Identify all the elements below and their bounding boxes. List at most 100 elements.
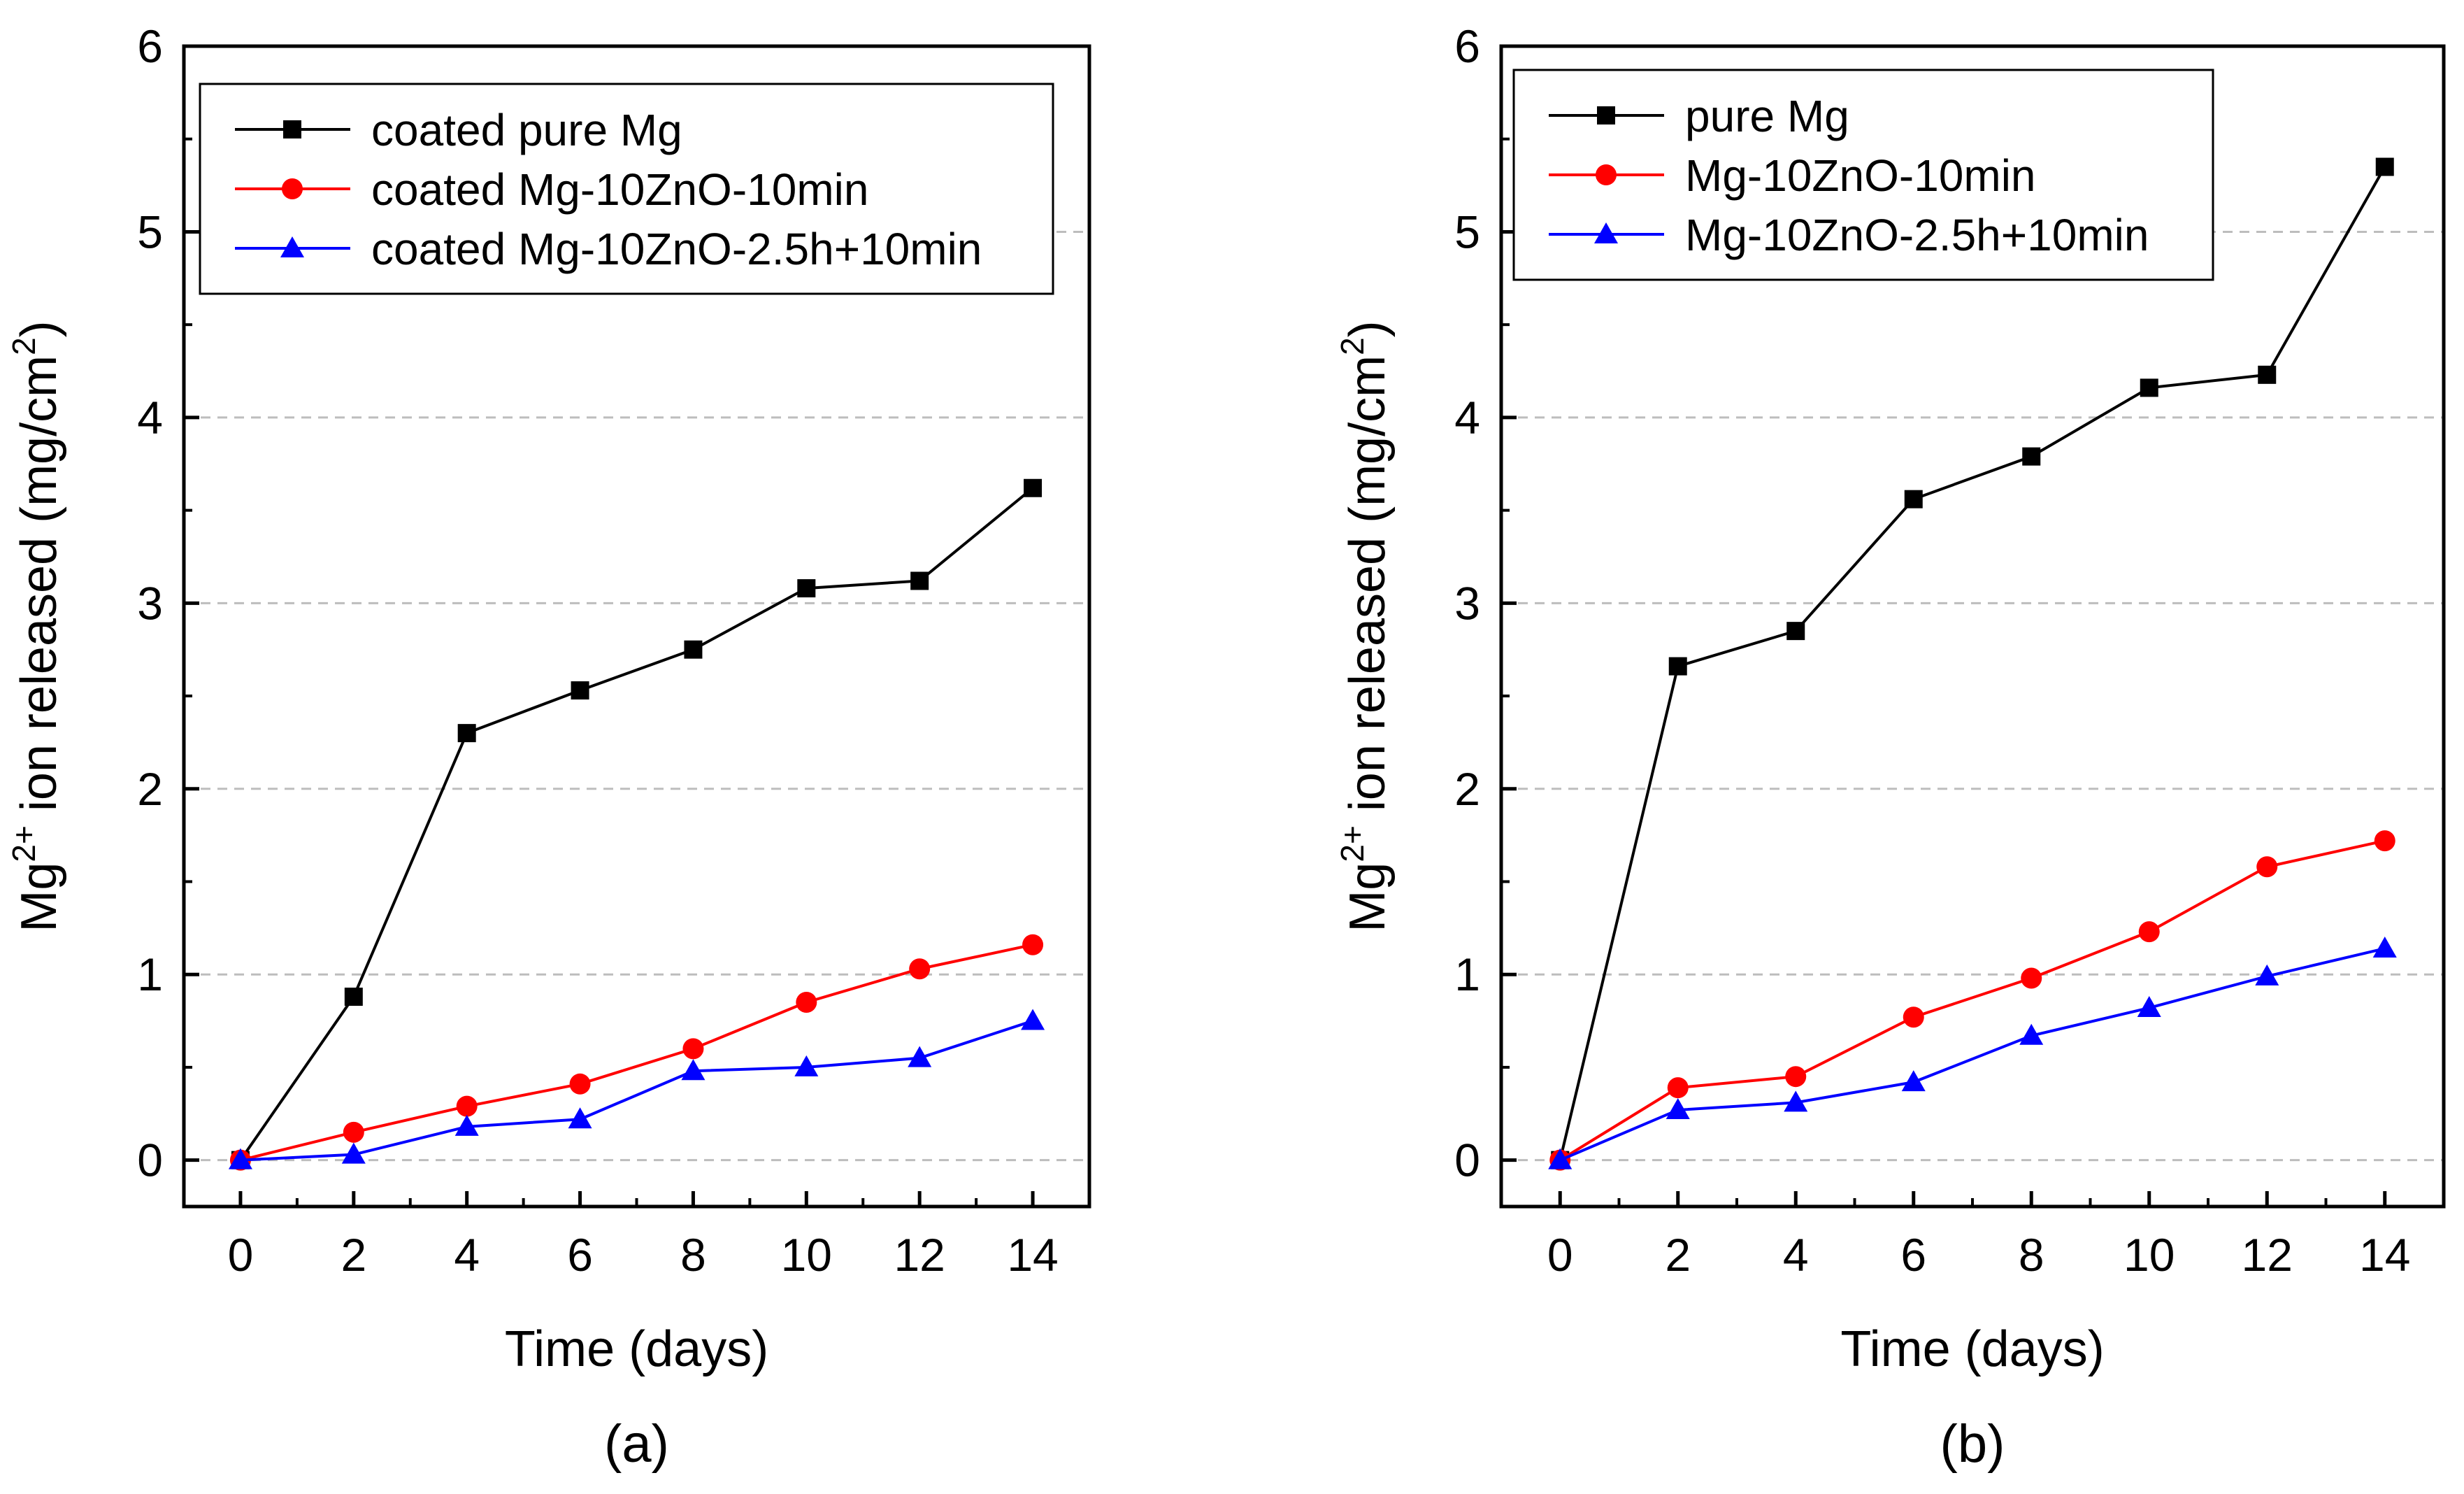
legend-marker xyxy=(283,120,301,138)
data-point xyxy=(1666,1097,1690,1119)
y-label-main: ion released (mg/cm xyxy=(11,355,67,825)
data-point xyxy=(341,1142,366,1164)
data-point xyxy=(457,724,476,743)
x-tick-label: 8 xyxy=(680,1229,706,1281)
y-tick-label: 5 xyxy=(137,206,163,257)
y-label-superscript: 2+ xyxy=(6,825,42,862)
data-point xyxy=(568,1107,592,1129)
data-point xyxy=(1786,622,1805,641)
data-point xyxy=(1668,657,1687,676)
y-tick-label: 2 xyxy=(1454,763,1480,815)
legend: pure Mg Mg-10ZnO-10min Mg-10ZnO-2.5h+10min xyxy=(1512,69,2214,281)
data-point xyxy=(2022,447,2041,466)
series-line xyxy=(240,943,1033,1162)
data-point xyxy=(2375,157,2394,176)
legend-marker xyxy=(280,236,304,257)
data-point xyxy=(228,1148,252,1169)
data-point xyxy=(2256,856,2278,878)
series-triangle xyxy=(228,1009,1045,1169)
data-point xyxy=(2021,967,2042,989)
series-line xyxy=(1559,839,2386,1162)
data-point xyxy=(796,992,817,1013)
data-point xyxy=(2140,378,2158,397)
x-tick-label: 2 xyxy=(341,1229,366,1281)
y-tick-label: 1 xyxy=(1454,948,1480,1000)
series-layer xyxy=(228,478,1045,1171)
y-tick-label: 5 xyxy=(1454,206,1480,257)
data-point xyxy=(1903,1006,1924,1028)
data-point xyxy=(2258,365,2277,384)
y-label-suffix: ) xyxy=(11,320,67,337)
y-label-superscript: 2+ xyxy=(1334,825,1370,862)
data-point xyxy=(794,1055,819,1076)
y-axis-label: Mg2+ ion released (mg/cm2) xyxy=(1334,320,1396,932)
legend: coated pure Mg coated Mg-10ZnO-10min coate… xyxy=(199,83,1054,295)
x-tick-label: 14 xyxy=(1007,1229,1058,1281)
x-tick-label: 0 xyxy=(228,1229,254,1281)
data-point xyxy=(1784,1090,1808,1112)
y-label-main: ion released (mg/cm xyxy=(1340,355,1396,825)
y-tick-label: 0 xyxy=(137,1134,163,1186)
legend-marker xyxy=(1597,106,1615,124)
data-point xyxy=(2255,964,2279,986)
data-point xyxy=(909,958,931,980)
data-point xyxy=(1904,490,1923,508)
data-point xyxy=(1024,478,1043,497)
y-tick-label: 3 xyxy=(1454,577,1480,629)
x-axis-label: Time (days) xyxy=(1840,1321,2104,1377)
legend-label: coated pure Mg xyxy=(371,105,682,155)
y-tick-label: 6 xyxy=(1454,20,1480,72)
y-axis-label: Mg2+ ion released (mg/cm2) xyxy=(6,320,67,932)
y-label-prefix: Mg xyxy=(11,862,67,932)
data-point xyxy=(2372,937,2397,958)
data-point xyxy=(2019,1023,2044,1045)
y-tick-label: 4 xyxy=(1454,392,1480,443)
legend-label: coated Mg-10ZnO-2.5h+10min xyxy=(371,224,982,274)
data-point xyxy=(681,1059,705,1081)
y-label-prefix: Mg xyxy=(1340,862,1396,932)
series-line xyxy=(1559,166,2386,1161)
series-line xyxy=(1559,947,2386,1162)
legend-label: Mg-10ZnO-10min xyxy=(1685,150,2036,201)
x-tick-label: 2 xyxy=(1665,1229,1691,1281)
x-tick-label: 6 xyxy=(1900,1229,1926,1281)
x-tick-label: 4 xyxy=(1783,1229,1809,1281)
data-point xyxy=(1022,934,1044,955)
legend-label: pure Mg xyxy=(1685,91,1849,141)
panel-label: (b) xyxy=(1940,1414,2005,1474)
x-axis-label: Time (days) xyxy=(505,1321,768,1377)
y-label-unit-superscript: 2 xyxy=(6,337,42,355)
panel-label: (a) xyxy=(604,1414,669,1474)
data-point xyxy=(456,1095,478,1117)
x-tick-label: 6 xyxy=(567,1229,593,1281)
data-point xyxy=(908,1046,932,1067)
data-point xyxy=(2138,921,2160,943)
data-point xyxy=(344,988,363,1006)
legend-label: Mg-10ZnO-2.5h+10min xyxy=(1685,210,2149,260)
y-tick-label: 4 xyxy=(137,392,163,443)
y-tick-label: 2 xyxy=(137,763,163,815)
series-line xyxy=(240,1019,1033,1162)
data-point xyxy=(1785,1066,1807,1088)
legend-marker xyxy=(282,178,303,199)
y-label-suffix: ) xyxy=(1340,320,1396,337)
y-tick-label: 1 xyxy=(137,948,163,1000)
x-tick-label: 14 xyxy=(2359,1229,2410,1281)
data-point xyxy=(2374,830,2395,852)
data-point xyxy=(1667,1077,1689,1099)
data-point xyxy=(684,640,703,659)
data-point xyxy=(797,579,816,598)
data-point xyxy=(569,1073,591,1095)
series-line xyxy=(239,487,1034,1161)
legend-marker xyxy=(1594,222,1618,243)
series-square xyxy=(231,478,1043,1169)
y-tick-label: 6 xyxy=(137,20,163,72)
data-point xyxy=(343,1121,364,1143)
y-tick-label: 3 xyxy=(137,577,163,629)
legend-marker xyxy=(1596,164,1617,185)
data-point xyxy=(454,1114,479,1136)
x-tick-label: 10 xyxy=(2123,1229,2175,1281)
